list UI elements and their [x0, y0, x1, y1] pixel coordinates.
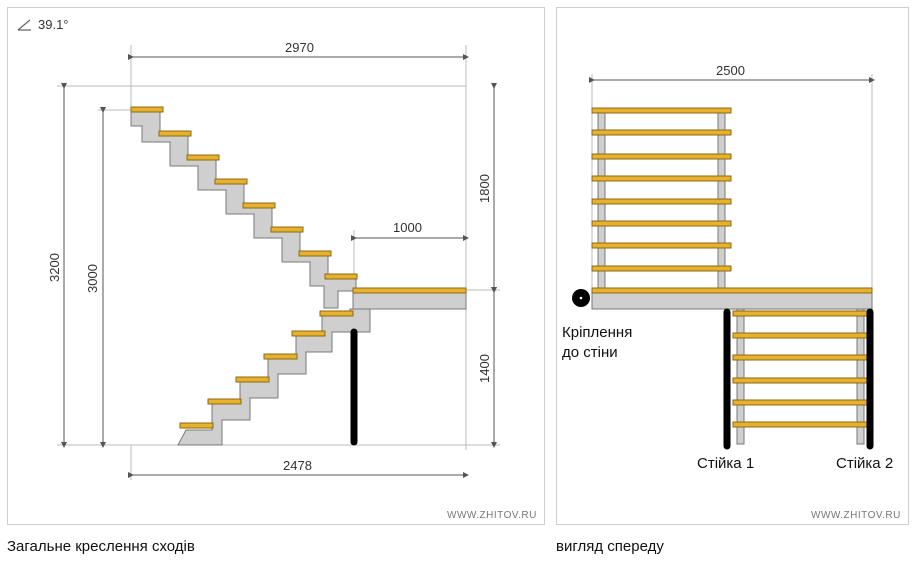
- landing-platform: [352, 292, 467, 310]
- angle-icon: [17, 19, 31, 31]
- lower-stringer: [177, 308, 371, 446]
- upper-stringer: [130, 109, 357, 309]
- post-1-label: Стійка 1: [697, 455, 754, 472]
- dim-bottom-width-label: 2478: [283, 458, 312, 473]
- dim-top-width-label: 2970: [285, 40, 314, 55]
- upper-treads: [130, 106, 358, 280]
- front-upper-treads: [591, 107, 732, 272]
- front-landing: [591, 292, 873, 310]
- angle-label: 39.1°: [38, 17, 69, 32]
- front-lower-stringers: [736, 308, 865, 445]
- dim-upper-height-label: 1800: [477, 174, 492, 203]
- front-guide-lines: [591, 74, 873, 290]
- watermark-left: WWW.ZHITOV.RU: [447, 510, 537, 521]
- post-2-label: Стійка 2: [836, 455, 893, 472]
- dim-landing-width-label: 1000: [393, 220, 422, 235]
- watermark-right: WWW.ZHITOV.RU: [811, 510, 901, 521]
- general-drawing-panel: [7, 7, 545, 525]
- wall-mount-label-1: Кріплення: [562, 324, 632, 341]
- front-lower-treads: [732, 310, 869, 428]
- wall-mount-label-2: до стіни: [562, 344, 618, 361]
- caption-front-view: вигляд спереду: [556, 538, 664, 555]
- front-landing-tread: [591, 287, 873, 294]
- dim-inner-height-label: 3000: [85, 264, 100, 293]
- landing-tread: [352, 287, 467, 294]
- dim-total-height-label: 3200: [47, 253, 62, 282]
- front-upper-stringers: [597, 111, 726, 309]
- caption-general-drawing: Загальне креслення сходів: [7, 538, 195, 555]
- dim-lower-height-label: 1400: [477, 354, 492, 383]
- lower-treads: [179, 310, 354, 429]
- front-dim-width-label: 2500: [716, 63, 745, 78]
- guide-lines: [57, 45, 500, 480]
